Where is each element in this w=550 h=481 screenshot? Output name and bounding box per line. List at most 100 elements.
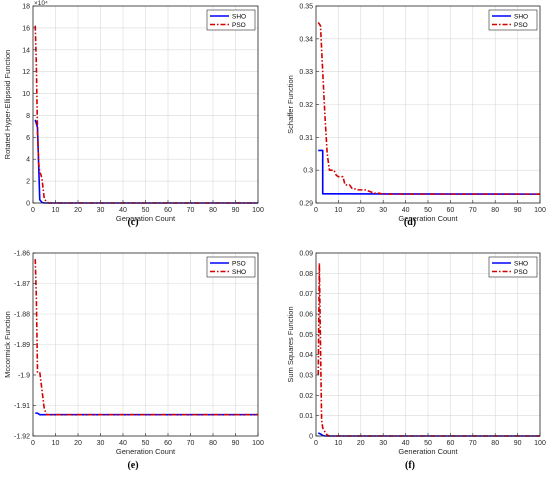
panel-label: (e) <box>127 460 138 471</box>
y-tick-label: 0.01 <box>299 413 313 420</box>
series-line-pso <box>34 25 258 204</box>
y-tick-label: -1.86 <box>14 251 30 258</box>
legend-entry-sho: SHO <box>514 260 528 267</box>
legend: SHO PSO <box>488 9 538 31</box>
series-line-pso <box>35 412 258 416</box>
x-tick-label: 80 <box>491 440 499 447</box>
panel-label: (c) <box>127 217 138 228</box>
y-tick-label: 4 <box>26 157 30 164</box>
x-tick-label: 0 <box>31 440 35 447</box>
x-tick-label: 40 <box>119 440 127 447</box>
x-tick-label: 20 <box>74 440 82 447</box>
x-tick-label: 100 <box>534 440 546 447</box>
x-tick-label: 30 <box>97 207 105 214</box>
x-tick-label: 30 <box>379 440 387 447</box>
y-tick-label: 0.03 <box>299 373 313 380</box>
y-tick-label: 0.09 <box>299 251 313 258</box>
x-tick-label: 40 <box>119 207 127 214</box>
legend-entry-sho: SHO <box>514 13 528 20</box>
y-tick-label: -1.89 <box>14 342 30 349</box>
x-tick-label: 60 <box>164 440 172 447</box>
x-tick-label: 0 <box>314 440 318 447</box>
legend-entry-pso: PSO <box>514 269 528 276</box>
legend-box <box>488 9 538 31</box>
x-tick-label: 0 <box>314 207 318 214</box>
x-tick-label: 70 <box>187 207 195 214</box>
chart-panel-d: 0 10 20 30 40 50 60 70 80 90 100 0.29 0.3 0.31 0.32 0.3… <box>286 4 546 229</box>
x-tick-label: 10 <box>335 440 343 447</box>
legend-box <box>206 9 256 31</box>
x-axis-label: Genaration Count <box>116 214 176 223</box>
x-axis-label: Generation Count <box>398 214 458 223</box>
y-tick-label: 0.3 <box>303 168 313 175</box>
x-tick-label: 100 <box>252 207 264 214</box>
legend-entry-sho: SHO <box>232 13 246 20</box>
x-tick-label: 90 <box>232 207 240 214</box>
y-tick-label: 0.34 <box>299 36 313 43</box>
y-axis-label: Sum Squares Function <box>286 306 295 382</box>
y-tick-label: 10 <box>22 91 30 98</box>
x-tick-label: 50 <box>142 207 150 214</box>
x-tick-label: 60 <box>447 207 455 214</box>
y-tick-label: -1.92 <box>14 434 30 441</box>
y-axis-label: Schaffer Function <box>286 75 295 134</box>
x-tick-label: 100 <box>534 207 546 214</box>
y-tick-label: -1.88 <box>14 312 30 319</box>
legend-entry-sho: SHO <box>232 269 246 276</box>
y-tick-label: 0.07 <box>299 291 313 298</box>
x-tick-label: 70 <box>187 440 195 447</box>
chart-panel-c: 0 10 20 30 40 50 60 70 80 90 100 0 2 4 6 8 10 12 14 16 18 ×10… <box>3 0 264 228</box>
x-tick-label: 50 <box>142 440 150 447</box>
y-tick-label: 6 <box>26 135 30 142</box>
legend-box <box>488 256 538 278</box>
legend-entry-pso: PSO <box>514 22 528 29</box>
x-tick-label: 0 <box>31 207 35 214</box>
y-tick-label: 0.35 <box>299 4 313 11</box>
y-tick-label: -1.87 <box>14 281 30 288</box>
chart-panel-f: 0 10 20 30 40 50 60 70 80 90 100 0 0.01 0.02 0.03 0.04 0… <box>286 251 546 472</box>
panel-label: (d) <box>404 217 416 228</box>
x-tick-label: 10 <box>335 207 343 214</box>
x-tick-label: 70 <box>469 440 477 447</box>
y-axis-label: Mccormick Function <box>3 311 12 378</box>
y-axis-label: Rotated Hyper-Ellipsoid Function <box>3 50 12 160</box>
x-tick-label: 10 <box>52 207 60 214</box>
y-tick-label: 0.33 <box>299 69 313 76</box>
y-tick-label: -1.9 <box>18 373 30 380</box>
x-tick-label: 90 <box>514 207 522 214</box>
y-tick-label: 0.29 <box>299 201 313 208</box>
x-tick-label: 90 <box>232 440 240 447</box>
y-tick-label: 0 <box>309 434 313 441</box>
y-tick-label: 0.32 <box>299 102 313 109</box>
x-tick-label: 50 <box>424 440 432 447</box>
y-tick-label: 18 <box>22 4 30 11</box>
x-axis-label: Generation Count <box>116 447 176 456</box>
x-tick-label: 80 <box>209 207 217 214</box>
x-tick-label: 20 <box>74 207 82 214</box>
series-line-pso <box>317 21 540 195</box>
x-tick-label: 20 <box>357 440 365 447</box>
x-tick-label: 60 <box>164 207 172 214</box>
legend-box <box>206 256 256 278</box>
y-tick-label: 0 <box>26 201 30 208</box>
x-tick-label: 60 <box>447 440 455 447</box>
y-tick-label: 16 <box>22 25 30 32</box>
legend-entry-pso: PSO <box>232 260 246 267</box>
x-tick-label: 80 <box>491 207 499 214</box>
legend: SHO PSO <box>206 9 256 31</box>
legend-entry-pso: PSO <box>232 22 246 29</box>
x-tick-label: 30 <box>379 207 387 214</box>
y-tick-label: 0.04 <box>299 352 313 359</box>
x-tick-label: 20 <box>357 207 365 214</box>
y-tick-label: 2 <box>26 179 30 186</box>
x-tick-label: 90 <box>514 440 522 447</box>
legend: SHO PSO <box>488 256 538 278</box>
x-tick-label: 80 <box>209 440 217 447</box>
y-tick-label: 0.06 <box>299 312 313 319</box>
x-tick-label: 10 <box>52 440 60 447</box>
y-tick-label: 8 <box>26 113 30 120</box>
y-exponent-label: ×10⁴ <box>34 0 48 7</box>
x-tick-label: 70 <box>469 207 477 214</box>
x-tick-label: 40 <box>402 207 410 214</box>
